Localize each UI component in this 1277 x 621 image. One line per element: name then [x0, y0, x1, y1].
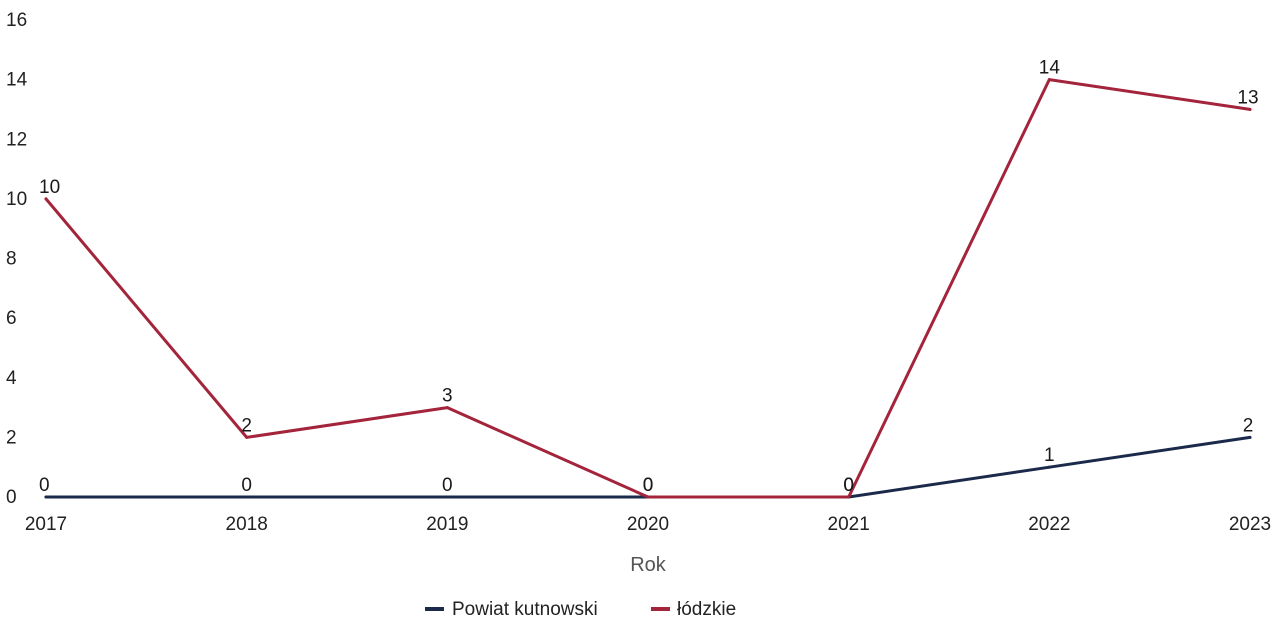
- data-label: 3: [442, 386, 453, 407]
- x-tick-label: 2021: [828, 514, 870, 535]
- data-point: [245, 495, 249, 499]
- data-label: 0: [843, 475, 854, 496]
- series-lines: [44, 78, 1252, 499]
- data-point: [847, 495, 851, 499]
- data-point: [445, 406, 449, 410]
- y-tick-label: 12: [6, 129, 27, 150]
- data-label: 1: [1044, 445, 1055, 466]
- data-point: [445, 495, 449, 499]
- data-label: 0: [843, 475, 854, 496]
- y-tick-label: 16: [6, 10, 27, 31]
- data-label: 10: [39, 177, 60, 198]
- data-label: 2: [1243, 415, 1254, 436]
- data-point: [1248, 435, 1252, 439]
- series-points: [44, 78, 1252, 499]
- legend-label-powiat-kutnowski: Powiat kutnowski: [452, 599, 598, 620]
- data-label: 0: [39, 475, 50, 496]
- y-tick-label: 6: [6, 308, 17, 329]
- x-tick-label: 2023: [1229, 514, 1271, 535]
- x-tick-label: 2020: [627, 514, 669, 535]
- series-line-lodzkie: [44, 78, 1252, 499]
- y-tick-label: 0: [6, 487, 17, 508]
- legend: Powiat kutnowski łódzkie: [425, 599, 736, 620]
- x-axis-title: Rok: [630, 554, 667, 576]
- data-point: [1047, 465, 1051, 469]
- data-label: 0: [241, 475, 252, 496]
- data-label: 2: [241, 415, 252, 436]
- data-point: [1248, 107, 1252, 111]
- data-label: 13: [1237, 87, 1258, 108]
- y-tick-label: 10: [6, 189, 27, 210]
- y-tick-label: 14: [6, 70, 28, 91]
- data-point: [44, 197, 48, 201]
- data-point: [1047, 78, 1051, 82]
- data-point: [646, 495, 650, 499]
- y-tick-label: 2: [6, 427, 17, 448]
- x-tick-label: 2017: [25, 514, 67, 535]
- data-label: 14: [1039, 58, 1061, 79]
- x-tick-label: 2019: [426, 514, 468, 535]
- data-label: 0: [643, 475, 654, 496]
- data-label: 0: [442, 475, 453, 496]
- data-point: [245, 435, 249, 439]
- x-tick-label: 2018: [226, 514, 268, 535]
- y-tick-label: 4: [6, 368, 17, 389]
- x-tick-label: 2022: [1028, 514, 1070, 535]
- y-tick-label: 8: [6, 249, 17, 270]
- data-point: [44, 495, 48, 499]
- y-axis-ticks: 0 2 4 6 8 10 12 14 16: [6, 10, 28, 508]
- data-label: 0: [643, 475, 654, 496]
- legend-label-lodzkie: łódzkie: [677, 599, 736, 620]
- x-axis-ticks: 2017 2018 2019 2020 2021 2022 2023: [25, 514, 1271, 535]
